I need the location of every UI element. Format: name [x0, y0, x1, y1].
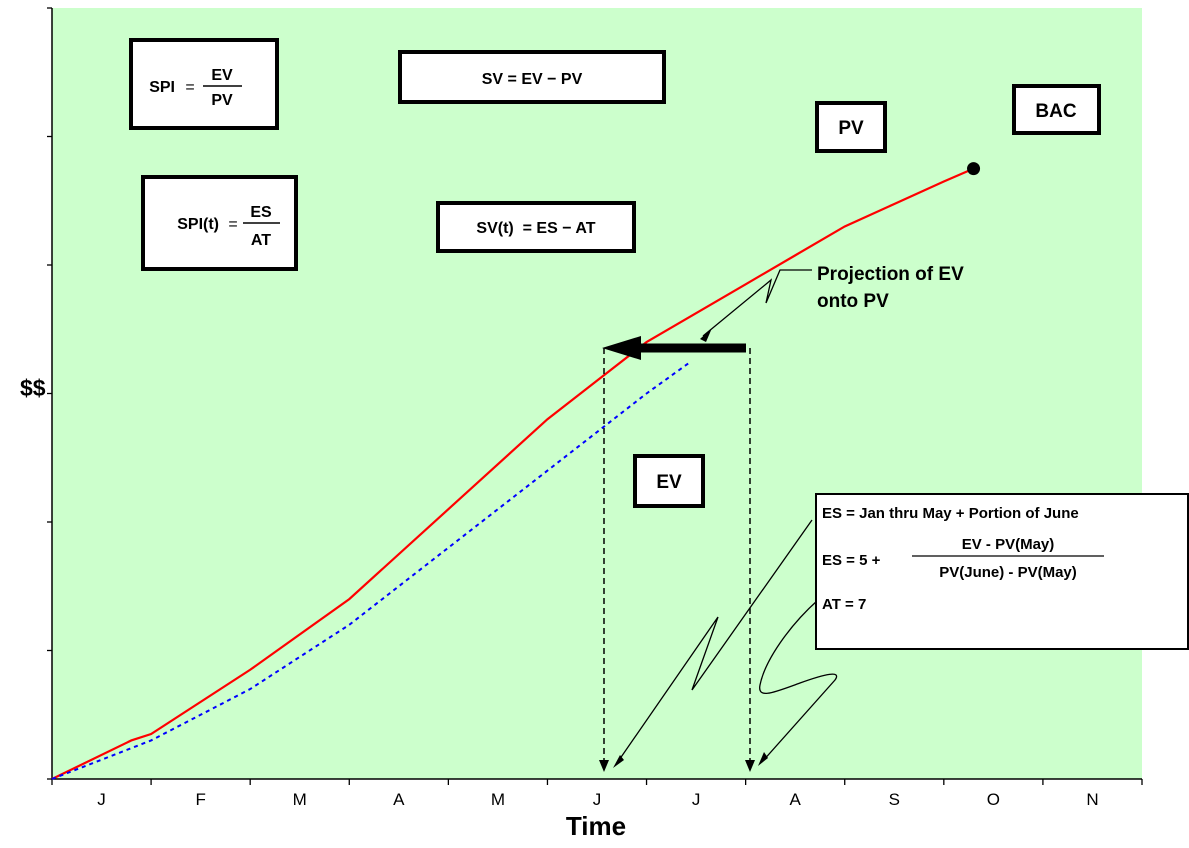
- svt-formula: SV(t) = ES − AT: [476, 220, 595, 237]
- es-drop-arrowhead: [599, 760, 609, 772]
- pv-label: PV: [838, 118, 864, 139]
- projection-arrow-head: [602, 336, 641, 360]
- spi-label: SPI: [149, 79, 175, 96]
- at-value: AT = 7: [822, 596, 866, 613]
- es-leader-arrowhead: [613, 755, 624, 768]
- es-leader-line: [616, 519, 813, 764]
- x-tick-label: A: [790, 790, 802, 809]
- pv-label-box: PV: [815, 101, 887, 153]
- spit-label: SPI(t): [177, 216, 219, 233]
- x-tick-label: J: [593, 790, 602, 809]
- x-tick-label: N: [1086, 790, 1098, 809]
- es-formula-lhs: ES = 5 +: [822, 552, 881, 569]
- x-tick-label: M: [293, 790, 307, 809]
- x-axis-ticks: [51, 779, 1143, 785]
- projection-label-line2: onto PV: [817, 291, 889, 312]
- at-leader-arrowhead: [758, 752, 768, 766]
- spi-numerator: EV: [211, 67, 233, 84]
- spi-formula-box: SPI = EV PV: [129, 38, 279, 130]
- spit-denominator: AT: [251, 232, 271, 249]
- es-formula-denominator: PV(June) - PV(May): [939, 564, 1077, 581]
- x-tick-label: S: [889, 790, 900, 809]
- y-axis-label: $$: [20, 375, 46, 401]
- at-leader-line: [759, 599, 838, 763]
- es-definition: ES = Jan thru May + Portion of June: [822, 505, 1079, 522]
- pv-series-line: [51, 167, 974, 780]
- at-drop-arrowhead: [745, 760, 755, 772]
- es-at-formula-box: ES = Jan thru May + Portion of June ES =…: [815, 493, 1189, 650]
- x-axis-label: Time: [566, 811, 626, 841]
- projection-leader-arrowhead: [700, 328, 712, 342]
- bac-marker: [967, 162, 981, 176]
- projection-leader-line: [702, 269, 812, 337]
- sv-formula: SV = EV − PV: [482, 71, 583, 88]
- ev-label: EV: [656, 472, 682, 493]
- x-tick-label: F: [195, 790, 205, 809]
- x-tick-label: O: [987, 790, 1000, 809]
- ev-series-line: [51, 360, 692, 780]
- svt-formula-box: SV(t) = ES − AT: [436, 201, 636, 253]
- plot-area: [52, 8, 1142, 779]
- x-tick-label: J: [692, 790, 701, 809]
- spit-numerator: ES: [250, 204, 272, 221]
- es-formula-numerator: EV - PV(May): [962, 536, 1055, 553]
- x-tick-label: J: [97, 790, 106, 809]
- projection-label-line1: Projection of EV: [817, 264, 964, 285]
- bac-label: BAC: [1035, 101, 1076, 122]
- spi-equals: =: [185, 79, 194, 96]
- ev-label-box: EV: [633, 454, 705, 508]
- spit-equals: =: [228, 216, 237, 233]
- y-axis-ticks: [47, 7, 52, 780]
- x-tick-label: A: [393, 790, 405, 809]
- bac-label-box: BAC: [1012, 84, 1101, 135]
- spit-formula-box: SPI(t) = ES AT: [141, 175, 298, 271]
- x-tick-label: M: [491, 790, 505, 809]
- sv-formula-box: SV = EV − PV: [398, 50, 666, 104]
- spi-denominator: PV: [211, 92, 233, 109]
